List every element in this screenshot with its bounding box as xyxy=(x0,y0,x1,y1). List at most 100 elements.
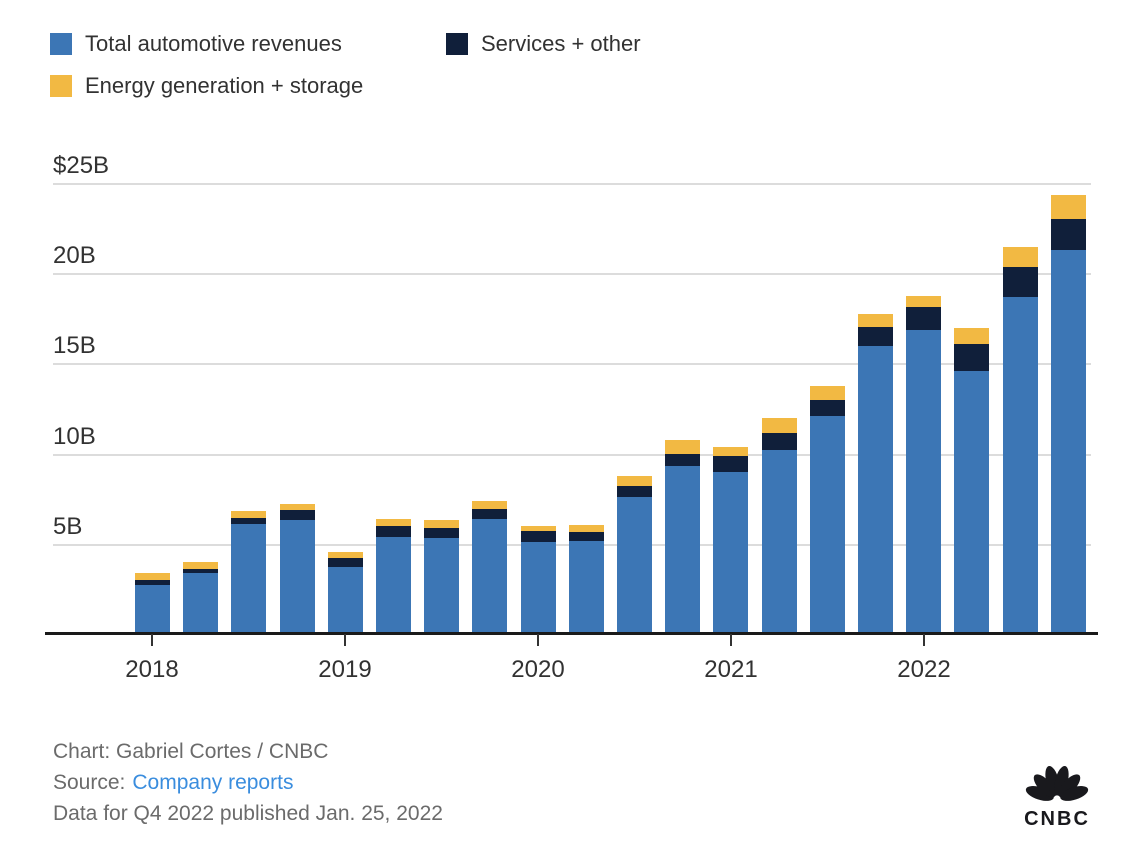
bar-segment-2-q4-2018 xyxy=(279,503,315,511)
bar-q1-2019 xyxy=(327,552,363,634)
bar-segment-2-q2-2018 xyxy=(183,561,219,569)
bar-segment-0-q3-2022 xyxy=(1002,296,1038,634)
cnbc-wordmark: CNBC xyxy=(1024,808,1090,830)
bar-segment-1-q2-2022 xyxy=(954,344,990,371)
source-label: Source: xyxy=(53,771,126,794)
x-axis-label-2020: 2020 xyxy=(511,656,565,683)
bar-segment-1-q3-2021 xyxy=(809,400,845,417)
y-axis-label-10b: 10B xyxy=(53,423,96,450)
bar-segment-2-q3-2021 xyxy=(809,385,845,401)
bar-q2-2019 xyxy=(376,519,411,634)
source-line: Source: Company reports xyxy=(53,767,443,798)
bar-segment-0-q2-2021 xyxy=(761,449,797,634)
legend-label-energy: Energy generation + storage xyxy=(85,73,364,98)
bar-q2-2018 xyxy=(183,561,219,634)
bar-q2-2020 xyxy=(568,525,604,634)
bar-segment-2-q1-2020 xyxy=(520,526,556,532)
energy-swatch-icon xyxy=(50,75,72,97)
bar-segment-0-q1-2022 xyxy=(906,329,942,634)
footer: Chart: Gabriel Cortes / CNBC Source: Comp… xyxy=(53,736,443,829)
cnbc-peacock-icon xyxy=(1025,765,1089,801)
bar-q1-2020 xyxy=(520,526,556,634)
bar-segment-0-q1-2021 xyxy=(713,471,749,634)
bar-segment-0-q4-2019 xyxy=(472,519,508,634)
bar-q4-2018 xyxy=(279,503,315,634)
bar-q4-2020 xyxy=(665,440,701,634)
x-tick-2022 xyxy=(923,634,925,646)
bar-q3-2022 xyxy=(1002,246,1038,634)
legend-item-services: Services + other xyxy=(446,31,641,57)
bar-segment-1-q2-2019 xyxy=(376,525,411,537)
bar-q4-2021 xyxy=(858,314,893,634)
bar-segment-0-q2-2018 xyxy=(183,573,219,634)
legend-item-energy: Energy generation + storage xyxy=(50,73,363,99)
bar-segment-1-q1-2019 xyxy=(327,558,363,567)
x-tick-2018 xyxy=(151,634,153,646)
bar-segment-2-q4-2022 xyxy=(1050,195,1086,219)
bar-segment-0-q2-2019 xyxy=(376,536,411,634)
bar-segment-2-q1-2018 xyxy=(135,572,170,580)
bar-segment-1-q1-2018 xyxy=(135,579,170,585)
bar-segment-1-q3-2018 xyxy=(231,518,267,524)
bar-segment-1-q3-2020 xyxy=(617,486,652,497)
bar-segment-2-q3-2020 xyxy=(617,475,652,487)
bar-q3-2019 xyxy=(424,520,460,634)
bar-segment-2-q3-2018 xyxy=(231,510,267,518)
y-axis-label-20b: 20B xyxy=(53,242,96,269)
bar-segment-1-q1-2020 xyxy=(520,531,556,542)
bar-segment-2-q4-2020 xyxy=(665,440,701,454)
bar-segment-1-q3-2019 xyxy=(424,527,460,538)
gridline-20b xyxy=(53,273,1091,275)
gridline-15b xyxy=(53,363,1091,365)
bar-segment-2-q4-2019 xyxy=(472,500,508,509)
y-axis-label-5b: 5B xyxy=(53,513,83,540)
bar-segment-0-q2-2020 xyxy=(568,540,604,634)
bar-segment-2-q2-2022 xyxy=(954,328,990,345)
bar-segment-1-q2-2018 xyxy=(183,568,219,574)
bar-q3-2021 xyxy=(809,385,845,634)
bar-segment-2-q1-2019 xyxy=(327,552,363,559)
bar-q2-2021 xyxy=(761,418,797,634)
bar-segment-0-q1-2018 xyxy=(135,584,170,634)
x-axis-label-2019: 2019 xyxy=(318,656,372,683)
bar-segment-2-q2-2020 xyxy=(568,525,604,532)
bar-segment-2-q4-2021 xyxy=(858,314,893,327)
bar-segment-1-q4-2020 xyxy=(665,453,701,466)
bar-segment-1-q4-2022 xyxy=(1050,218,1086,250)
bar-segment-1-q4-2018 xyxy=(279,510,315,520)
y-axis-label-25b: $25B xyxy=(53,152,110,179)
x-axis-label-2018: 2018 xyxy=(125,656,179,683)
bar-segment-0-q1-2019 xyxy=(327,566,363,634)
x-tick-2019 xyxy=(344,634,346,646)
x-axis-label-2021: 2021 xyxy=(704,656,758,683)
chart-credit: Chart: Gabriel Cortes / CNBC xyxy=(53,740,329,763)
bar-q1-2018 xyxy=(135,572,170,634)
bar-q3-2018 xyxy=(231,510,267,634)
bar-q4-2019 xyxy=(472,500,508,634)
services-swatch-icon xyxy=(446,33,468,55)
bar-q3-2020 xyxy=(617,475,652,634)
bar-segment-1-q1-2021 xyxy=(713,455,749,472)
bar-segment-0-q2-2022 xyxy=(954,370,990,634)
bar-segment-2-q2-2019 xyxy=(376,519,411,526)
y-axis-label-15b: 15B xyxy=(53,332,96,359)
bar-segment-2-q2-2021 xyxy=(761,418,797,433)
x-axis-line xyxy=(45,632,1098,635)
source-link[interactable]: Company reports xyxy=(132,771,294,794)
bar-q1-2022 xyxy=(906,295,942,634)
bar-segment-1-q2-2020 xyxy=(568,531,604,541)
cnbc-logo: CNBC xyxy=(1014,756,1100,831)
bar-segment-1-q4-2021 xyxy=(858,326,893,346)
bar-q2-2022 xyxy=(954,328,990,634)
legend-item-automotive: Total automotive revenues xyxy=(50,31,342,57)
bar-segment-0-q1-2020 xyxy=(520,541,556,634)
x-tick-2021 xyxy=(730,634,732,646)
bar-q1-2021 xyxy=(713,446,749,634)
bar-segment-0-q4-2022 xyxy=(1050,249,1086,634)
bar-segment-2-q1-2021 xyxy=(713,446,749,456)
bar-segment-0-q3-2019 xyxy=(424,537,460,634)
bar-segment-0-q4-2018 xyxy=(279,520,315,634)
bar-segment-0-q4-2021 xyxy=(858,345,893,634)
gridline-25b xyxy=(53,183,1091,185)
